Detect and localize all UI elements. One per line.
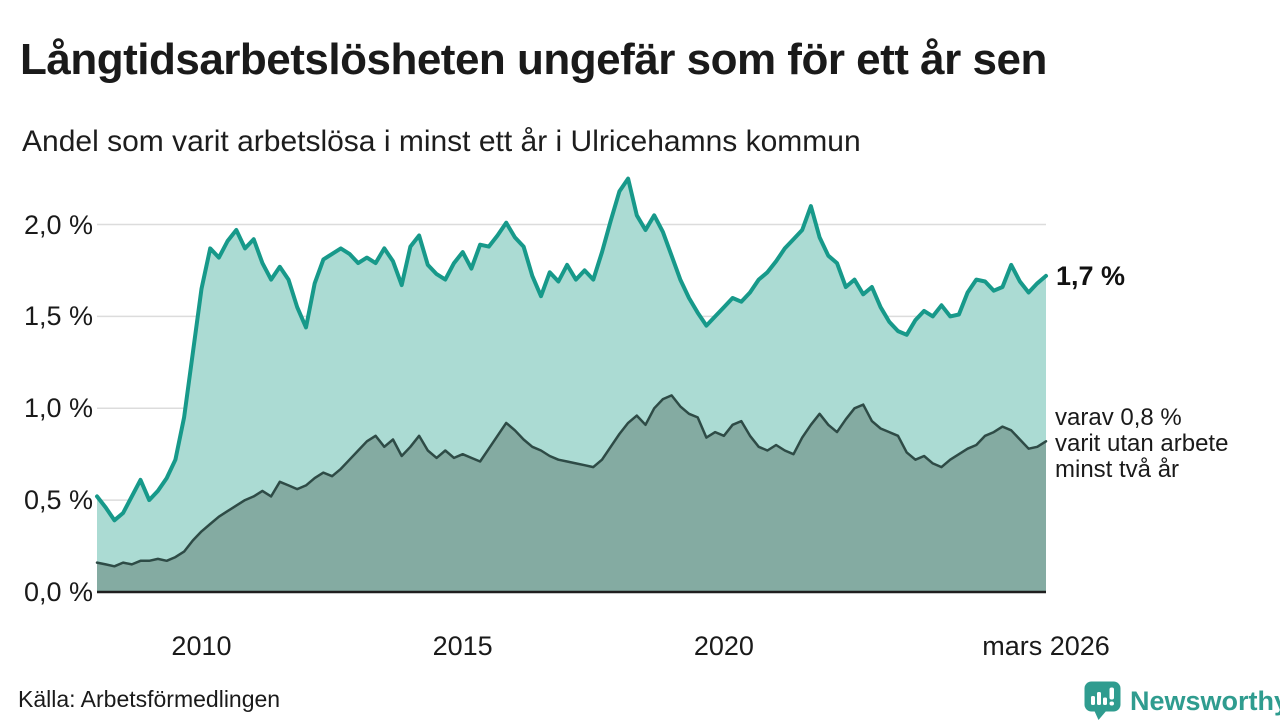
two-years-line — [95, 394, 1048, 568]
source-caption: Källa: Arbetsförmedlingen — [18, 686, 281, 712]
newsworthy-logo-icon — [1084, 681, 1121, 720]
two-year-annotation-line-1: varav 0,8 % — [1055, 404, 1182, 431]
y-tick-label: 0,5 % — [23, 485, 93, 516]
total-one-year-line — [95, 176, 1048, 523]
two-year-annotation-line-3: minst två år — [1055, 456, 1180, 483]
y-tick-label: 1,0 % — [23, 393, 93, 424]
two-year-annotation: varav 0,8 % varit utan arbete minst två … — [1055, 405, 1228, 483]
latest-total-annotation: 1,7 % — [1056, 261, 1126, 291]
two-year-annotation-line-2: varit utan arbete — [1055, 430, 1229, 457]
x-tick-label: 2020 — [693, 631, 754, 661]
y-tick-label: 1,5 % — [23, 301, 93, 332]
brand-name: Newsworthy — [1130, 685, 1280, 716]
x-tick-label: 2010 — [171, 631, 232, 661]
page-subtitle: Andel som varit arbetslösa i minst ett å… — [22, 125, 861, 158]
page-title: Långtidsarbetslösheten ungefär som för e… — [20, 35, 1047, 85]
two-years-area — [97, 395, 1046, 592]
newsworthy-logo: Newsworthy — [1084, 681, 1280, 720]
y-tick-label: 0,0 % — [23, 577, 93, 607]
x-tick-label: 2015 — [432, 631, 493, 661]
x-tick-label: mars 2026 — [982, 631, 1110, 661]
y-tick-label: 2,0 % — [23, 209, 93, 240]
